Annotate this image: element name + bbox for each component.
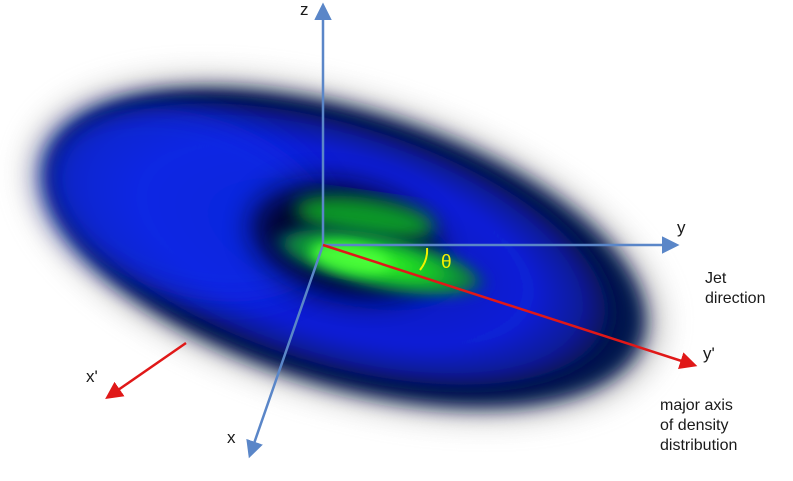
theta-arc xyxy=(419,247,429,271)
major-axis-label: major axis of density distribution xyxy=(660,396,737,456)
jet-direction-line-1: Jet xyxy=(705,270,727,287)
y-prime-axis-label: y' xyxy=(703,344,715,363)
major-axis-line-2: of density xyxy=(660,417,729,434)
x-axis xyxy=(246,244,325,459)
x-prime-axis xyxy=(105,341,187,399)
y-prime-axis xyxy=(322,243,698,370)
theta-label: θ xyxy=(441,252,452,273)
major-axis-line-1: major axis xyxy=(660,397,733,414)
axes xyxy=(105,2,698,459)
x-axis-label: x xyxy=(227,428,236,447)
jet-direction-line-2: direction xyxy=(705,290,766,307)
y-axis-label: y xyxy=(677,218,686,237)
x-prime-axis-label: x' xyxy=(86,367,98,386)
density-disk xyxy=(26,75,664,421)
z-axis-label: z xyxy=(300,0,309,19)
major-axis-line-3: distribution xyxy=(660,437,738,454)
jet-direction-label: Jet direction xyxy=(705,269,765,309)
density-peak-bright xyxy=(310,242,390,274)
